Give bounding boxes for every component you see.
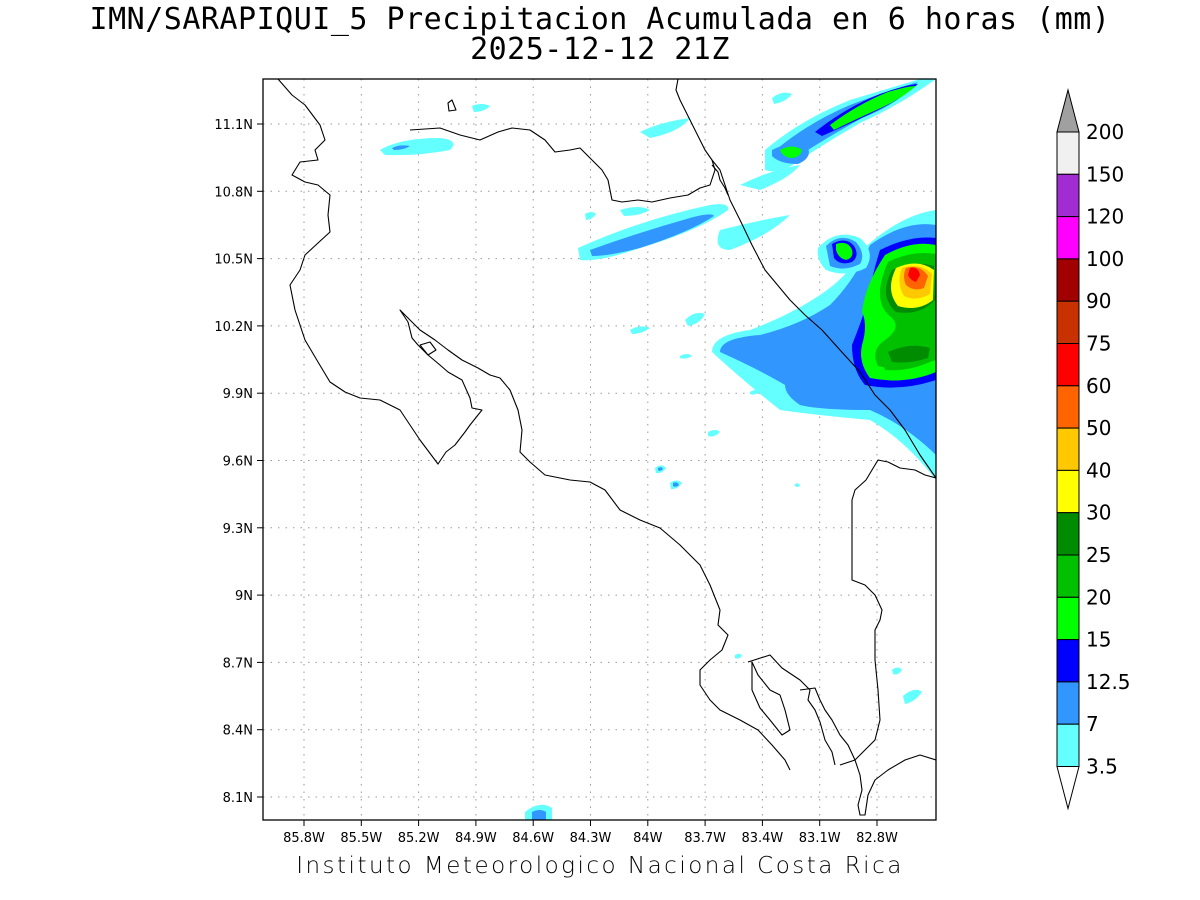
map-title: IMN/SARAPIQUI_5 Precipitacion Acumulada … bbox=[89, 2, 1111, 37]
colorbar-label: 12.5 bbox=[1086, 670, 1131, 694]
lon-tick-label: 84.6W bbox=[512, 831, 554, 846]
colorbar-swatch bbox=[1056, 216, 1080, 260]
footer-credit: Instituto Meteorologico Nacional Costa R… bbox=[296, 853, 904, 879]
panama-coast bbox=[839, 459, 936, 766]
lat-tick-label: 10.8N bbox=[214, 185, 253, 200]
colorbar-label: 200 bbox=[1086, 120, 1124, 144]
lat-tick-label: 10.2N bbox=[214, 320, 253, 335]
colorbar-label: 40 bbox=[1086, 458, 1111, 482]
lon-tick-label: 83.7W bbox=[684, 831, 726, 846]
lake-small bbox=[447, 99, 457, 112]
colorbar-swatch bbox=[1056, 723, 1080, 768]
colorbar-label: 50 bbox=[1086, 416, 1111, 440]
colorbar-swatch bbox=[1056, 258, 1080, 302]
colorbar-swatch bbox=[1056, 469, 1080, 514]
colorbar-swatch bbox=[1056, 427, 1080, 471]
nicoya-inlet bbox=[419, 341, 437, 356]
colorbar-label: 30 bbox=[1086, 501, 1111, 525]
colorbar-swatch bbox=[1056, 596, 1080, 641]
precip-small-cells bbox=[380, 92, 922, 820]
colorbar-swatch bbox=[1056, 554, 1080, 598]
colorbar-swatch bbox=[1056, 173, 1080, 218]
lon-tick-label: 83.4W bbox=[741, 831, 783, 846]
lon-tick-label: 83.1W bbox=[799, 831, 841, 846]
map-frame bbox=[262, 78, 937, 821]
lon-tick-label: 84W bbox=[633, 831, 663, 846]
lat-tick-label: 10.5N bbox=[214, 253, 253, 268]
colorbar-swatch bbox=[1056, 639, 1080, 683]
coastlines bbox=[277, 79, 936, 816]
burica-coast bbox=[799, 687, 936, 816]
lon-tick-label: 85.8W bbox=[283, 831, 325, 846]
lon-tick-label: 85.5W bbox=[340, 831, 382, 846]
lon-tick-label: 84.9W bbox=[455, 831, 497, 846]
colorbar-label: 150 bbox=[1086, 162, 1124, 186]
lat-tick-label: 9N bbox=[235, 589, 253, 604]
colorbar-swatch bbox=[1056, 512, 1080, 556]
lat-tick-label: 9.9N bbox=[223, 387, 253, 402]
colorbar-swatch bbox=[1056, 343, 1080, 387]
colorbar-label: 25 bbox=[1086, 543, 1111, 567]
colorbar-label: 3.5 bbox=[1086, 755, 1118, 779]
colorbar-swatch bbox=[1056, 131, 1080, 175]
golfo-dulce bbox=[751, 661, 791, 736]
colorbar-label: 100 bbox=[1086, 247, 1124, 271]
colorbar-label: 20 bbox=[1086, 585, 1111, 609]
lon-tick-label: 84.3W bbox=[570, 831, 612, 846]
colorbar-swatch bbox=[1056, 300, 1080, 345]
lat-tick-label: 11.1N bbox=[214, 118, 253, 133]
colorbar-label: 75 bbox=[1086, 332, 1111, 356]
colorbar-legend: 200 150 120 100 90 75 60 50 40 30 25 20 15 12.5 7 3.5 bbox=[1056, 88, 1131, 811]
lat-tick-label: 9.3N bbox=[223, 522, 253, 537]
precip-field bbox=[380, 79, 936, 820]
precip-band-north bbox=[740, 79, 936, 190]
pacific-coast bbox=[277, 79, 791, 771]
longitude-labels: 85.8W 85.5W 85.2W 84.9W 84.6W 84.3W 84W 83.7W 83… bbox=[283, 820, 898, 846]
colorbar-label: 60 bbox=[1086, 374, 1111, 398]
map-timestamp: 2025-12-12 21Z bbox=[470, 32, 730, 67]
latitude-labels: 11.1N 10.8N 10.5N 10.2N 9.9N 9.6N 9.3N 9N 8.7N 8.… bbox=[214, 118, 263, 806]
lon-tick-label: 82.8W bbox=[856, 831, 898, 846]
precip-core-caribbean bbox=[712, 210, 936, 480]
lat-tick-label: 8.7N bbox=[223, 656, 253, 671]
colorbar-label: 7 bbox=[1086, 712, 1099, 736]
nicaragua-lake-coast bbox=[409, 79, 716, 203]
lat-tick-label: 8.4N bbox=[223, 724, 253, 739]
caribbean-coast bbox=[711, 159, 936, 479]
lat-tick-label: 9.6N bbox=[223, 455, 253, 470]
colorbar-label: 120 bbox=[1086, 205, 1124, 229]
colorbar-label: 15 bbox=[1086, 628, 1111, 652]
grid-lines bbox=[263, 79, 936, 820]
precip-streak-north bbox=[578, 204, 790, 261]
colorbar-swatch bbox=[1056, 681, 1080, 725]
colorbar-swatch bbox=[1056, 385, 1080, 429]
osa-peninsula bbox=[747, 654, 836, 766]
colorbar-label: 90 bbox=[1086, 289, 1111, 313]
lat-tick-label: 8.1N bbox=[223, 791, 253, 806]
border-north bbox=[711, 164, 729, 196]
colorbar-max-arrow bbox=[1056, 88, 1080, 133]
lon-tick-label: 85.2W bbox=[398, 831, 440, 846]
colorbar-min-arrow bbox=[1056, 766, 1080, 811]
